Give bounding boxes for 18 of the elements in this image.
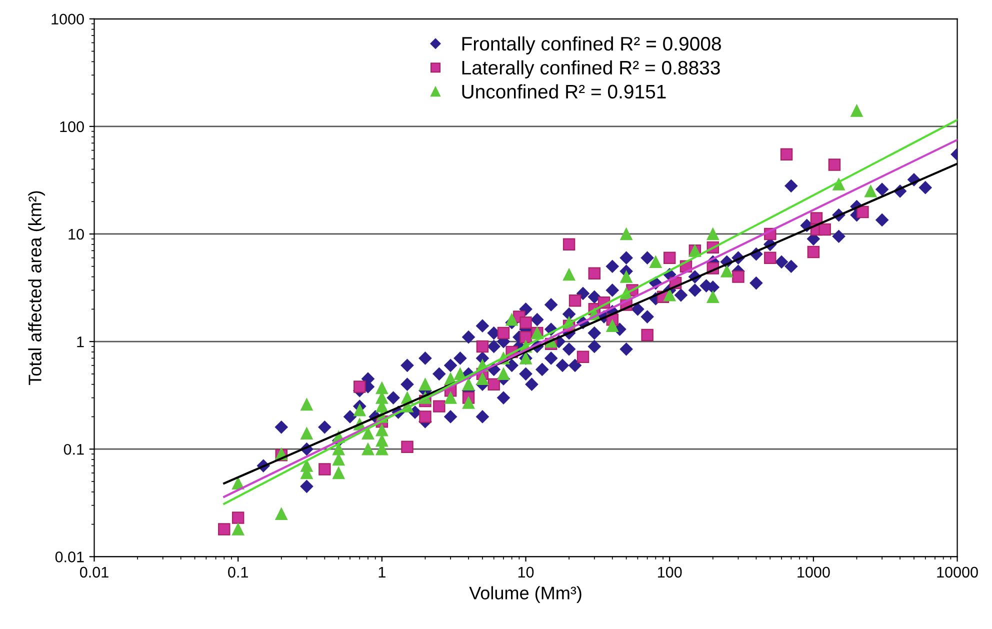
y-axis-title: Total affected area (km²) [28, 191, 45, 386]
x-tick-label: 1000 [798, 566, 830, 578]
x-tick-label: 0.1 [228, 566, 248, 578]
y-tick-label: 10 [68, 228, 84, 240]
legend-label: Frontally confined R² = 0.9008 [462, 36, 721, 54]
y-tick-label: 1000 [52, 14, 84, 25]
x-tick-label: 1 [378, 566, 386, 578]
y-tick-label: 0.1 [64, 444, 84, 455]
x-tick-label: 10000 [937, 566, 978, 578]
y-tick-label: 100 [60, 121, 84, 132]
x-tick-label: 10 [518, 566, 534, 578]
x-tick-label: 100 [658, 566, 682, 578]
y-tick-label: 0.01 [55, 552, 84, 562]
legend-label: Unconfined R² = 0.9151 [462, 84, 666, 99]
x-axis-title: Volume (Mm³) [469, 586, 582, 604]
y-tick-label: 1 [77, 336, 84, 348]
x-tick-label: 0.01 [80, 566, 108, 578]
legend-label: Laterally confined R² = 0.8833 [462, 60, 720, 78]
